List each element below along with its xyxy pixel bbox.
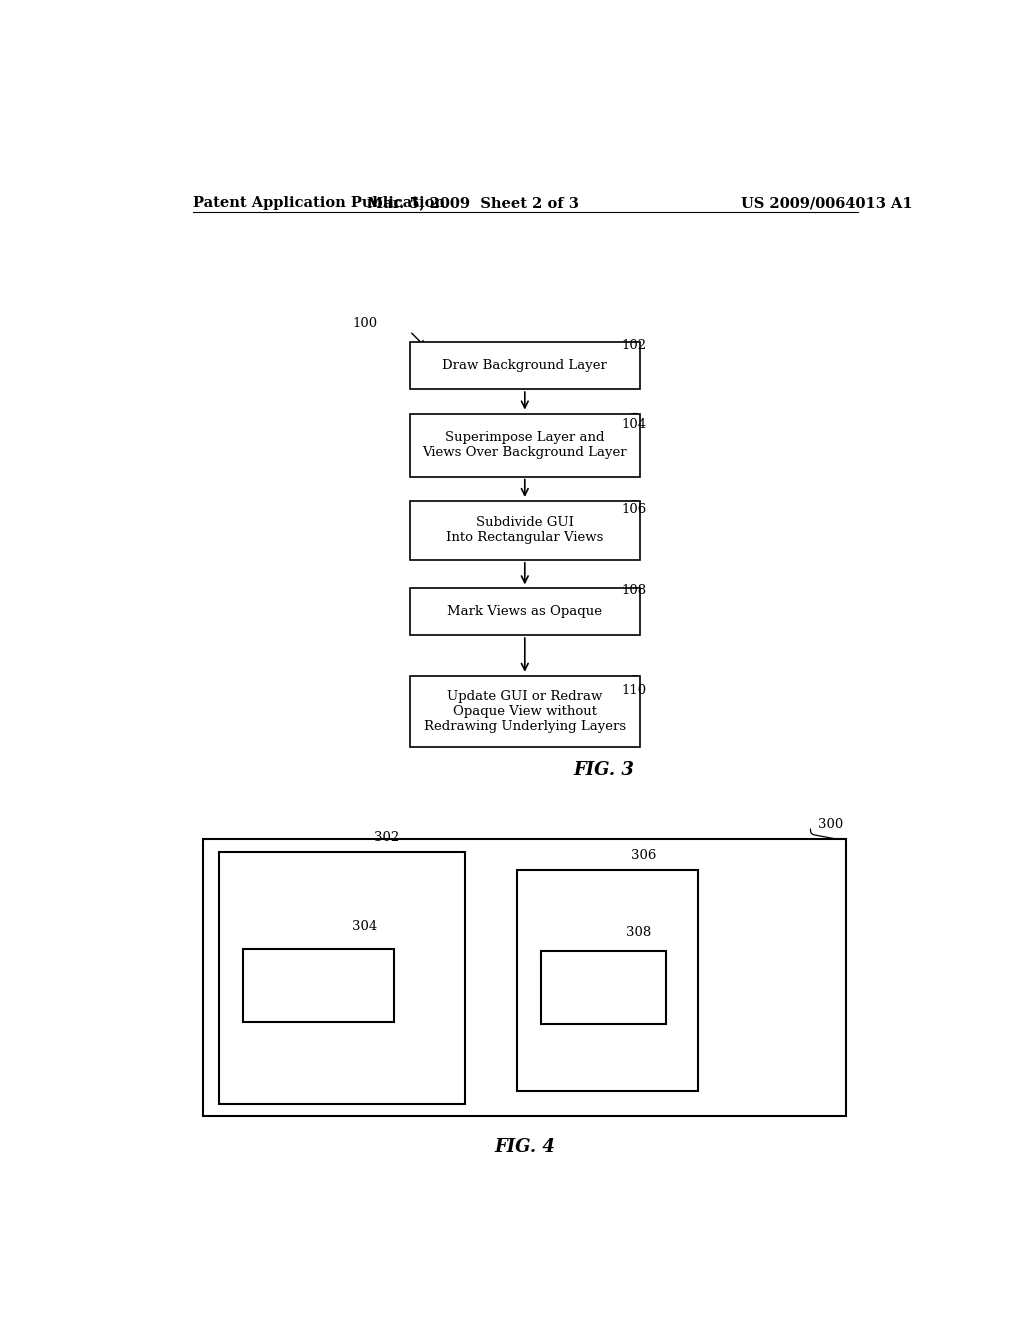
Text: 306: 306 — [631, 849, 656, 862]
Text: 104: 104 — [622, 418, 647, 430]
Text: Update GUI or Redraw
Opaque View without
Redrawing Underlying Layers: Update GUI or Redraw Opaque View without… — [424, 690, 626, 733]
Bar — [219, 851, 465, 1104]
Text: 100: 100 — [353, 317, 378, 330]
Text: FIG. 3: FIG. 3 — [573, 762, 635, 779]
Bar — [410, 589, 640, 635]
Text: Superimpose Layer and
Views Over Background Layer: Superimpose Layer and Views Over Backgro… — [423, 432, 627, 459]
Text: 106: 106 — [622, 503, 647, 516]
Bar — [541, 952, 666, 1024]
Bar — [243, 949, 394, 1022]
Text: 304: 304 — [352, 920, 377, 933]
Bar — [410, 500, 640, 560]
Text: Mar. 5, 2009  Sheet 2 of 3: Mar. 5, 2009 Sheet 2 of 3 — [368, 197, 580, 210]
Text: Mark Views as Opaque: Mark Views as Opaque — [447, 605, 602, 618]
Bar — [410, 413, 640, 477]
Bar — [410, 676, 640, 747]
Text: Patent Application Publication: Patent Application Publication — [194, 197, 445, 210]
Text: 308: 308 — [627, 927, 651, 939]
Text: Draw Background Layer: Draw Background Layer — [442, 359, 607, 372]
Text: Subdivide GUI
Into Rectangular Views: Subdivide GUI Into Rectangular Views — [446, 516, 603, 544]
Text: 300: 300 — [818, 818, 844, 832]
Text: 302: 302 — [374, 832, 399, 845]
Bar — [204, 840, 846, 1115]
Text: 110: 110 — [622, 684, 647, 697]
Text: US 2009/0064013 A1: US 2009/0064013 A1 — [740, 197, 912, 210]
Bar — [517, 870, 697, 1092]
Bar — [410, 342, 640, 389]
Text: FIG. 4: FIG. 4 — [495, 1138, 555, 1156]
Text: 108: 108 — [622, 585, 647, 598]
Text: 102: 102 — [622, 338, 647, 351]
